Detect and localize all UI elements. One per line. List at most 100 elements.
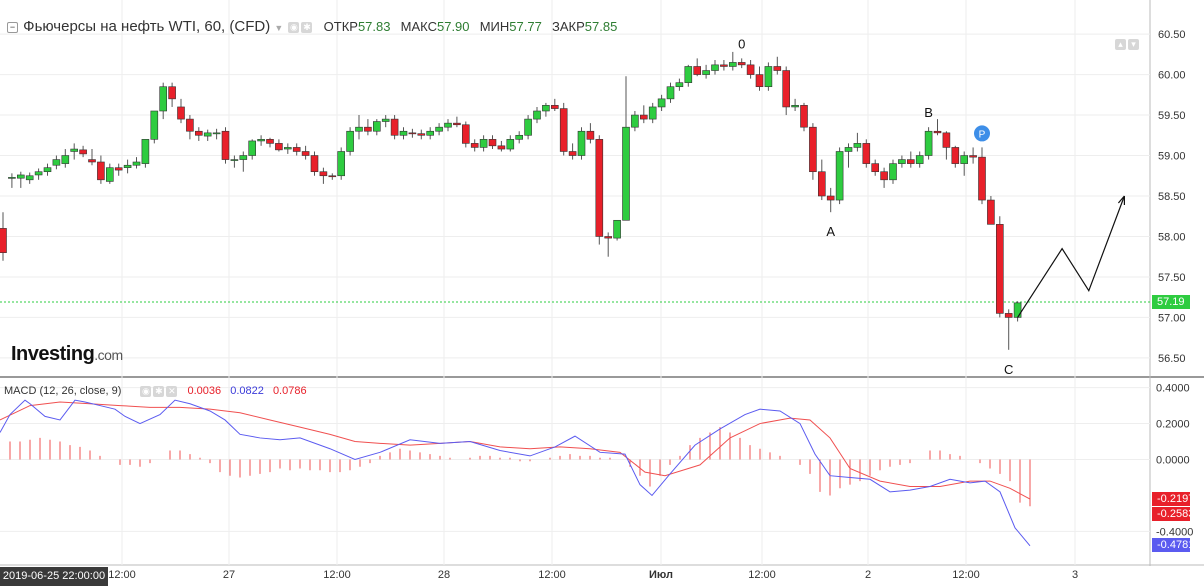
candle [470,139,479,152]
candle [826,187,835,213]
candle [533,106,541,124]
candle [586,123,595,144]
candle-body [933,130,942,134]
candle-body [817,171,826,197]
candle [924,127,933,160]
candle-body [711,64,719,71]
candle [212,128,221,140]
candle [595,135,604,245]
candle-body [942,132,951,148]
candle-body [622,126,630,221]
candle-body [648,106,657,120]
x-tick-label: 12:00 [323,569,351,581]
candle-body [8,177,16,179]
candle-body [631,114,639,128]
gear-icon[interactable]: ✱ [301,21,313,33]
move-down-icon[interactable]: ▾ [1128,39,1139,51]
instrument-title: Фьючерсы на нефть WTI, 60, (CFD) [23,18,271,35]
arrow-head [1117,195,1125,205]
candle-body [132,161,141,166]
candle [506,135,515,152]
candle-body [639,114,648,120]
wave-label-A: A [826,224,835,239]
y-tick-label: 59.50 [1158,110,1186,122]
candle [248,139,256,160]
x-tick-label: 12:00 [748,569,776,581]
candle [150,110,159,144]
candle-body [702,70,710,75]
candle-body [25,175,34,181]
candle [221,127,230,164]
candle [114,163,123,176]
gear-icon[interactable]: ✱ [153,385,165,397]
candle-body [52,159,61,166]
candle [550,98,559,111]
candle [675,78,684,91]
wave-label-B: B [924,105,933,120]
x-tick-label: 12:00 [538,569,566,581]
candle-body [417,133,426,136]
candle [230,155,239,168]
candle [542,102,550,117]
close-icon[interactable]: ✕ [166,385,178,397]
candle [301,145,310,160]
candle [435,123,443,136]
candle [453,116,461,128]
candle [773,56,782,75]
candle-body [177,106,185,120]
candle-body [328,175,337,178]
candle [328,173,337,180]
candle-body [515,134,524,140]
macd-line [0,399,1031,547]
candle-body [488,139,497,147]
projection-line [1017,195,1125,318]
candle-body [461,124,470,144]
candle [16,171,25,188]
candle [292,143,301,156]
collapse-icon[interactable]: − [7,21,18,33]
dropdown-icon[interactable]: ▼ [274,23,284,33]
candle-body [862,143,871,164]
eye-icon[interactable]: ◉ [288,21,300,33]
candle-body [898,159,906,164]
candle [79,145,87,158]
candle-body [1004,313,1013,318]
candle [1013,301,1022,322]
candle [195,127,203,141]
candle-body [604,236,613,239]
candle-body [773,66,782,71]
candle-body [106,167,114,182]
macd-title: MACD (12, 26, close, 9) [4,385,122,397]
candle-body [595,139,604,237]
x-tick-label: 28 [438,569,450,581]
candle [951,145,960,168]
candle [568,143,577,160]
high-label: МАКС [400,19,437,34]
candle [346,127,354,156]
eye-icon[interactable]: ◉ [140,385,152,397]
candle-body [577,130,586,156]
candle [898,155,906,168]
candle [426,127,435,140]
candle [880,167,888,188]
candle [693,58,702,77]
candle-body [737,62,746,66]
candle-body [889,163,897,181]
signal-line [0,401,1031,500]
candle [835,147,844,205]
y-tick-label: 58.00 [1158,231,1186,243]
candle-body [586,130,595,140]
candle-body [43,167,52,173]
candle-body [257,139,265,142]
candle-body [16,174,25,179]
candle-body [390,118,399,136]
candle-body [782,70,791,108]
candle-body [613,219,621,239]
candle [8,173,16,188]
move-up-icon[interactable]: ▴ [1115,39,1126,51]
candle [933,119,942,136]
candle-body [1013,302,1022,318]
